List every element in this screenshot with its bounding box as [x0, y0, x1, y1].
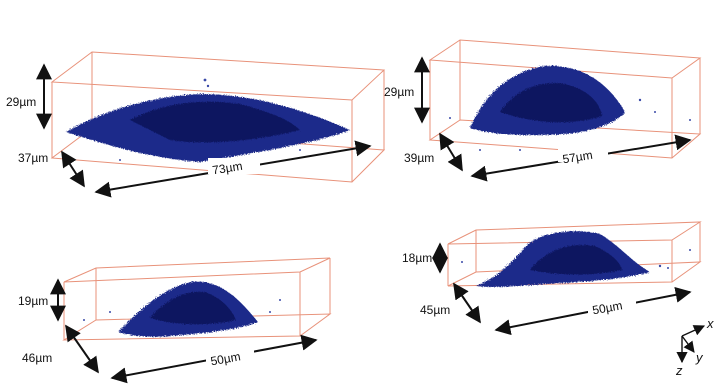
panel-d: 18µm 45µm 50µm — [402, 221, 702, 336]
axis-triad: x y z — [675, 316, 714, 378]
cell-volume — [118, 281, 258, 337]
height-label: 29µm — [384, 85, 414, 99]
depth-arrow — [65, 324, 99, 374]
depth-arrow — [453, 282, 481, 324]
width-label: 50µm — [591, 298, 623, 317]
depth-arrow — [439, 132, 463, 172]
depth-label: 45µm — [420, 303, 450, 317]
panel-b: 29µm 39µm 57µm — [384, 39, 702, 182]
z-axis-label: z — [675, 363, 683, 378]
depth-label: 37µm — [18, 151, 48, 165]
x-axis-label: x — [706, 316, 714, 331]
height-label: 29µm — [6, 95, 36, 109]
y-axis-label: y — [695, 350, 704, 365]
width-label: 50µm — [209, 349, 241, 368]
width-label: 73µm — [211, 159, 243, 178]
height-label: 19µm — [18, 294, 48, 308]
panel-c: 19µm 46µm 50µm — [18, 257, 332, 384]
depth-label: 39µm — [404, 151, 434, 165]
scatter-dots — [461, 249, 691, 269]
scatter-dots — [83, 299, 281, 321]
depth-arrow — [61, 150, 85, 188]
cell-volume — [66, 94, 350, 162]
x-axis-arrow — [681, 325, 706, 337]
y-axis-arrow — [681, 335, 695, 353]
depth-label: 46µm — [22, 351, 52, 365]
height-label: 18µm — [402, 251, 432, 265]
cell-volume — [476, 231, 650, 287]
panel-a: 29µm 37µm 73µm — [6, 51, 386, 198]
cell-volume — [470, 65, 625, 136]
width-label: 57µm — [561, 148, 593, 167]
